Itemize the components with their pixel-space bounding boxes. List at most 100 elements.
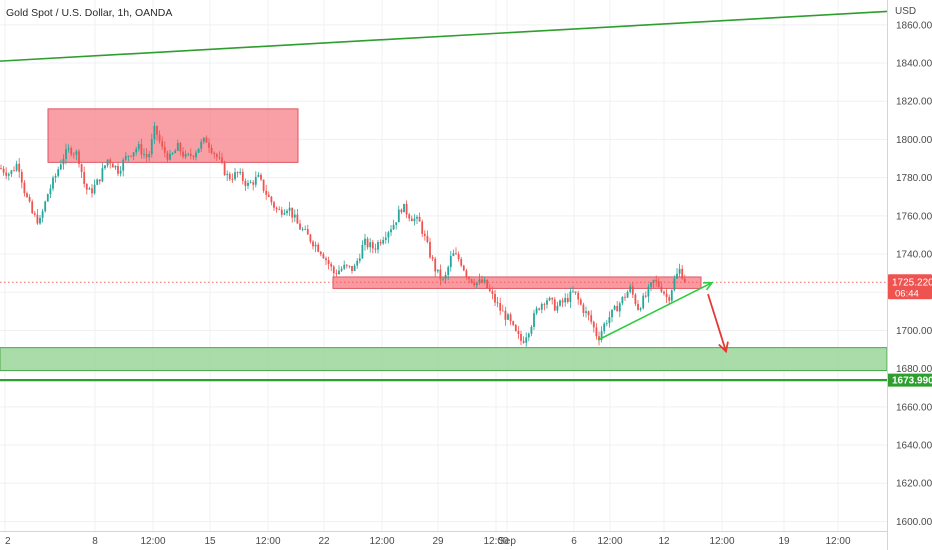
candle-body bbox=[520, 334, 522, 341]
candle-body bbox=[304, 229, 307, 230]
price-tick-label: 1660.000 bbox=[896, 402, 932, 413]
candle-body bbox=[377, 242, 379, 250]
candle-body bbox=[109, 159, 112, 164]
candle-body bbox=[382, 239, 385, 244]
time-tick-label: 15 bbox=[204, 536, 216, 547]
candle-body bbox=[371, 242, 374, 249]
candle-body bbox=[104, 165, 106, 169]
candle-body bbox=[28, 197, 31, 202]
candle-body bbox=[265, 190, 268, 195]
candle-body bbox=[501, 310, 504, 312]
candle-body bbox=[683, 278, 686, 283]
candle-body bbox=[384, 237, 387, 240]
projection-arrowhead bbox=[718, 341, 729, 354]
candle-body bbox=[218, 157, 221, 158]
candle-body bbox=[429, 241, 431, 258]
candle-body bbox=[202, 137, 205, 142]
candle-body bbox=[70, 148, 73, 155]
candle-body bbox=[148, 154, 151, 158]
candle-body bbox=[644, 295, 647, 297]
candle-body bbox=[457, 254, 460, 260]
candle-body bbox=[431, 257, 434, 259]
candle-body bbox=[223, 161, 226, 176]
candle-body bbox=[564, 297, 567, 303]
candle-body bbox=[205, 137, 208, 143]
candle-body bbox=[200, 141, 203, 149]
candle-body bbox=[5, 172, 8, 176]
time-tick-label: 12:00 bbox=[597, 536, 622, 547]
time-tick-label: 2 bbox=[5, 536, 11, 547]
candle-body bbox=[504, 310, 507, 320]
candle-body bbox=[673, 278, 676, 291]
candle-body bbox=[626, 291, 629, 298]
candle-body bbox=[618, 303, 621, 312]
candle-body bbox=[364, 238, 366, 245]
candle-body bbox=[668, 297, 671, 301]
time-tick-label: 8 bbox=[92, 536, 98, 547]
candle-body bbox=[283, 213, 286, 215]
candle-body bbox=[273, 202, 275, 208]
candle-body bbox=[299, 223, 301, 230]
time-tick-label: 6 bbox=[571, 536, 577, 547]
candle-body bbox=[13, 170, 15, 172]
candle-body bbox=[145, 153, 148, 158]
candle-body bbox=[338, 270, 340, 275]
candle-body bbox=[67, 148, 70, 150]
candle-body bbox=[647, 286, 650, 297]
time-tick-label: 12:00 bbox=[140, 536, 165, 547]
price-tick-label: 1840.000 bbox=[896, 59, 932, 70]
candle-body bbox=[413, 218, 416, 222]
candle-body bbox=[605, 323, 608, 324]
candle-body bbox=[455, 253, 457, 255]
rising-support-line bbox=[597, 281, 713, 341]
candle-body bbox=[642, 295, 645, 309]
candle-body bbox=[72, 154, 75, 156]
candle-body bbox=[397, 209, 400, 223]
candle-body bbox=[517, 331, 520, 335]
candle-body bbox=[462, 265, 465, 271]
candle-body bbox=[244, 180, 247, 186]
price-axis[interactable]: 1600.000 1620.000 1640.000 1660.000 1680.000… bbox=[887, 0, 932, 550]
candle-body bbox=[681, 268, 684, 279]
candle-body bbox=[26, 193, 28, 198]
candle-body bbox=[590, 315, 593, 322]
candle-body bbox=[345, 264, 348, 266]
candle-body bbox=[119, 170, 122, 174]
candle-body bbox=[478, 279, 481, 283]
candle-body bbox=[670, 290, 673, 301]
candle-body bbox=[335, 273, 338, 275]
candle-body bbox=[613, 305, 616, 310]
candle-body bbox=[403, 203, 405, 213]
time-tick-label: 22 bbox=[318, 536, 330, 547]
candle-body bbox=[117, 165, 119, 174]
candle-body bbox=[559, 300, 561, 306]
candle-body bbox=[215, 154, 218, 158]
candle-body bbox=[657, 281, 660, 287]
candle-body bbox=[257, 174, 260, 177]
candle-body bbox=[33, 213, 36, 215]
candle-body bbox=[57, 169, 60, 177]
candle-body bbox=[262, 179, 265, 191]
candle-body bbox=[356, 260, 359, 266]
candle-body bbox=[540, 303, 543, 310]
candle-body bbox=[507, 314, 509, 320]
candle-body bbox=[153, 125, 156, 140]
candle-body bbox=[663, 291, 665, 294]
candle-body bbox=[213, 152, 216, 155]
candle-body bbox=[247, 182, 249, 186]
candle-body bbox=[75, 151, 78, 155]
price-tick-label: 1820.000 bbox=[896, 97, 932, 108]
current-price-badge bbox=[888, 274, 932, 300]
candle-body bbox=[270, 196, 273, 203]
candle-body bbox=[10, 170, 13, 174]
price-tick-label: 1780.000 bbox=[896, 173, 932, 184]
candle-body bbox=[106, 159, 109, 166]
candle-body bbox=[447, 267, 450, 276]
current-price-value: 1725.220 bbox=[892, 277, 932, 288]
candle-body bbox=[210, 147, 213, 153]
candle-body bbox=[608, 317, 611, 324]
price-countdown: 06:44 bbox=[895, 288, 919, 299]
candle-body bbox=[392, 224, 395, 230]
